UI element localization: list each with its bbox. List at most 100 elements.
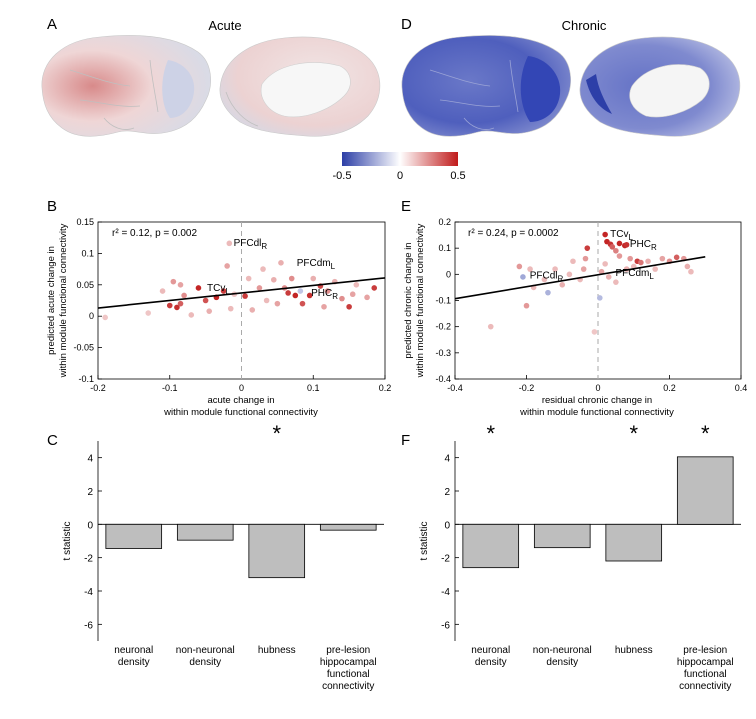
point-label: PFCdlR [530,270,564,283]
data-point [195,285,202,291]
point-label-name: PFCdl [530,270,558,281]
bar [676,456,734,525]
colorbar-tick-min: -0.5 [333,170,352,182]
category-label: non-neuronal [176,645,235,656]
colorbar: -0.5 0 0.5 [333,152,466,182]
y-tick-label: 0 [87,520,93,531]
y-tick-label: 0.15 [76,217,94,227]
data-point [226,240,233,247]
data-point [206,308,213,314]
data-point [570,258,576,265]
x-tick-label: -0.1 [162,383,178,393]
data-point [102,314,108,321]
data-point [613,279,619,285]
category-label: density [118,657,150,668]
point-label: PHCR [311,288,338,301]
regression-fit-line [97,277,386,309]
point-label-name: PFCdm [297,258,331,269]
stats-annotation: r² = 0.24, p = 0.0002 [468,228,559,239]
data-point [249,307,256,313]
y-tick-label: -6 [84,620,93,631]
data-point [613,247,619,254]
data-point [688,268,694,275]
category-label: functional [684,669,727,680]
y-tick-label: -0.3 [435,348,451,358]
panel-letter-d: D [401,16,412,33]
chronic-lateral-brain-image [401,35,571,137]
colorbar-tick-max: 0.5 [450,170,465,182]
panel-letter-b: B [47,198,57,215]
data-point [220,288,227,294]
data-point [605,274,612,280]
chronic-title: Chronic [562,18,607,33]
data-point [364,294,370,301]
acute-title: Acute [208,18,241,33]
category-label: hubness [615,645,653,656]
data-point [627,255,633,262]
data-point [292,292,299,299]
data-point [371,285,378,291]
acute-medial-brain-image [219,36,381,137]
y-axis-label: predicted acute change in [46,246,57,355]
point-label-name: TCv [610,229,628,240]
bar [105,523,163,549]
point-label-name: PFCdm [616,268,650,279]
y-tick-label: -2 [441,554,450,565]
data-point [591,329,598,335]
y-axis-label: within module functional connectivity [415,223,426,378]
data-point [353,282,360,288]
data-point [242,293,248,299]
data-point [559,282,566,288]
bar [176,523,234,541]
x-tick-label: 0.4 [735,383,748,393]
point-label-subscript: R [651,243,657,252]
data-point [297,288,304,294]
data-point [166,302,173,309]
data-point [339,295,345,302]
y-tick-label: -2 [84,554,93,565]
point-label-name: PHC [630,239,651,250]
data-point [324,288,331,294]
point-label-subscript: L [331,262,336,271]
data-point [659,255,666,262]
x-axis-label: within module functional connectivity [519,407,674,418]
data-point [285,290,291,296]
point-label-name: PHC [311,288,332,299]
data-point [346,303,352,310]
data-point [310,275,317,282]
data-point [487,323,494,330]
category-label: pre-lesion [683,645,727,656]
plot-frame [454,221,742,380]
data-point [260,266,266,272]
data-point [616,253,623,259]
point-label-subscript: R [261,242,267,251]
category-label: non-neuronal [533,645,592,656]
data-point [170,278,177,285]
y-tick-label: 4 [444,454,450,465]
y-tick-label: 0.1 [81,248,94,258]
data-point [645,258,651,265]
panel-letter-c: C [47,432,58,449]
category-label: hippocampal [320,657,377,668]
bar [319,523,377,531]
data-point [188,312,195,318]
data-point [174,304,180,311]
data-point [652,266,658,272]
data-point [270,276,277,283]
data-point [602,231,608,238]
y-axis-label: predicted chronic change in [403,242,414,358]
data-point [638,259,644,266]
data-point [616,240,623,247]
data-point [623,241,630,248]
data-point [523,302,530,309]
data-point [520,274,526,280]
point-label-subscript: R [332,292,338,301]
data-point [541,276,548,283]
data-point [552,266,558,272]
stats-annotation: r² = 0.12, p = 0.002 [112,228,197,239]
data-point [145,310,152,316]
x-axis-label: acute change in [207,395,274,406]
y-tick-label: 2 [87,487,93,498]
data-point [545,289,551,296]
colorbar-gradient [342,152,458,166]
